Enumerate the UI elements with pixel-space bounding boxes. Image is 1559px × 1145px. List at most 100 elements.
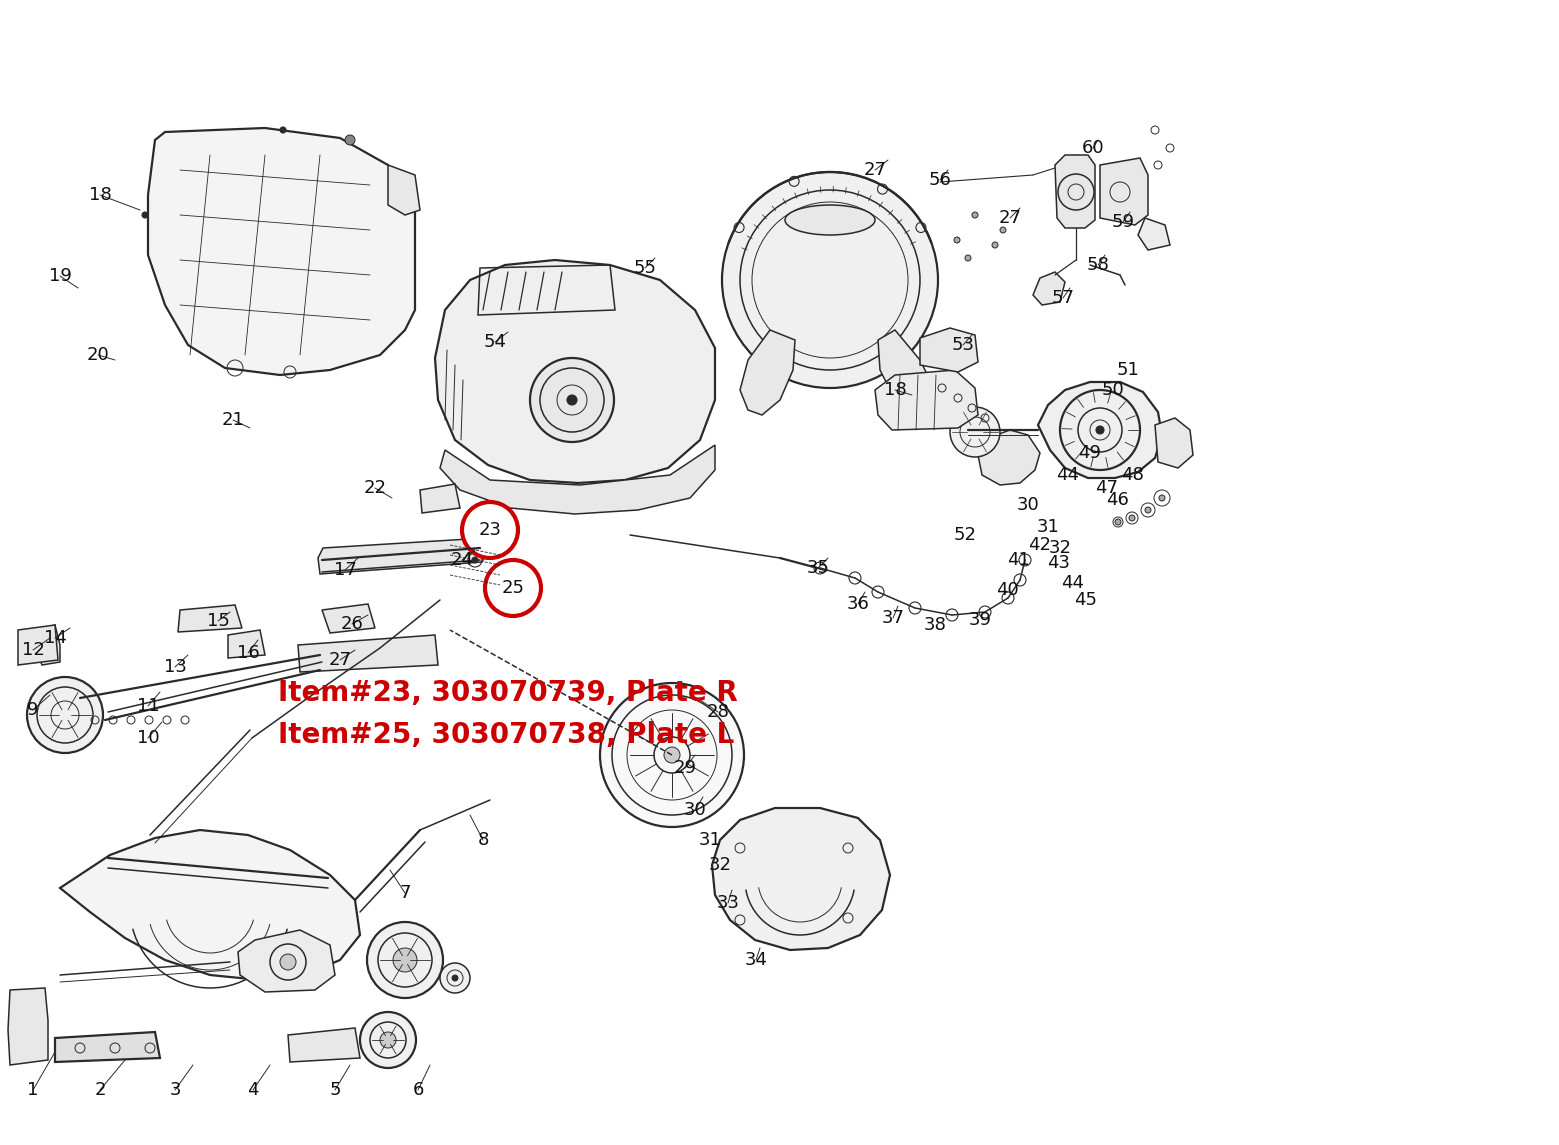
Polygon shape bbox=[239, 930, 335, 992]
Polygon shape bbox=[55, 1032, 161, 1063]
Circle shape bbox=[366, 922, 443, 998]
Text: 31: 31 bbox=[1037, 518, 1060, 536]
Polygon shape bbox=[34, 625, 59, 665]
Text: 41: 41 bbox=[1007, 551, 1029, 569]
Circle shape bbox=[965, 255, 971, 261]
Polygon shape bbox=[977, 431, 1040, 485]
Text: 48: 48 bbox=[1121, 466, 1144, 484]
Text: 23: 23 bbox=[479, 521, 502, 539]
Polygon shape bbox=[298, 635, 438, 672]
Text: 2: 2 bbox=[94, 1081, 106, 1099]
Text: 30: 30 bbox=[1016, 496, 1040, 514]
Circle shape bbox=[1129, 515, 1135, 521]
Circle shape bbox=[345, 135, 355, 145]
Circle shape bbox=[1096, 426, 1104, 434]
Text: 56: 56 bbox=[929, 171, 951, 189]
Text: 27: 27 bbox=[864, 161, 887, 179]
Polygon shape bbox=[440, 445, 716, 514]
Text: 44: 44 bbox=[1057, 466, 1079, 484]
Text: 11: 11 bbox=[137, 697, 159, 714]
Polygon shape bbox=[388, 165, 419, 215]
Text: 15: 15 bbox=[206, 611, 229, 630]
Circle shape bbox=[485, 560, 541, 616]
Text: 53: 53 bbox=[951, 335, 974, 354]
Polygon shape bbox=[1155, 418, 1193, 468]
Polygon shape bbox=[318, 538, 488, 574]
Text: 33: 33 bbox=[717, 894, 739, 913]
Polygon shape bbox=[19, 625, 58, 665]
Circle shape bbox=[380, 1032, 396, 1048]
Text: 9: 9 bbox=[27, 701, 39, 719]
Circle shape bbox=[142, 212, 148, 218]
Text: 22: 22 bbox=[363, 479, 387, 497]
Text: 37: 37 bbox=[881, 609, 904, 627]
Polygon shape bbox=[59, 830, 360, 980]
Polygon shape bbox=[1138, 218, 1169, 250]
Text: 32: 32 bbox=[1049, 539, 1071, 556]
Text: 10: 10 bbox=[137, 729, 159, 747]
Polygon shape bbox=[8, 988, 48, 1065]
Text: 12: 12 bbox=[22, 641, 45, 660]
Circle shape bbox=[949, 406, 999, 457]
Text: 30: 30 bbox=[684, 802, 706, 819]
Text: 21: 21 bbox=[221, 411, 245, 429]
Circle shape bbox=[664, 747, 680, 763]
Circle shape bbox=[1158, 495, 1165, 502]
Text: 18: 18 bbox=[89, 185, 111, 204]
Circle shape bbox=[472, 556, 479, 563]
Polygon shape bbox=[178, 605, 242, 632]
Text: Item#23, 303070739, Plate R: Item#23, 303070739, Plate R bbox=[278, 679, 737, 706]
Circle shape bbox=[999, 227, 1006, 232]
Polygon shape bbox=[875, 370, 977, 431]
Text: 16: 16 bbox=[237, 643, 259, 662]
Text: 17: 17 bbox=[334, 561, 357, 579]
Text: 1: 1 bbox=[28, 1081, 39, 1099]
Text: 25: 25 bbox=[502, 579, 524, 597]
Circle shape bbox=[722, 172, 939, 388]
Text: 57: 57 bbox=[1051, 289, 1074, 307]
Circle shape bbox=[281, 954, 296, 970]
Circle shape bbox=[393, 948, 416, 972]
Polygon shape bbox=[435, 260, 716, 483]
Polygon shape bbox=[1034, 273, 1065, 305]
Text: 32: 32 bbox=[708, 856, 731, 874]
Text: 3: 3 bbox=[170, 1081, 181, 1099]
Text: 40: 40 bbox=[996, 581, 1018, 599]
Text: 18: 18 bbox=[884, 381, 906, 398]
Text: 6: 6 bbox=[412, 1081, 424, 1099]
Circle shape bbox=[954, 237, 960, 243]
Circle shape bbox=[461, 502, 518, 558]
Text: 55: 55 bbox=[633, 259, 656, 277]
Polygon shape bbox=[323, 605, 376, 633]
Polygon shape bbox=[741, 330, 795, 414]
Text: 59: 59 bbox=[1112, 213, 1135, 231]
Text: 4: 4 bbox=[248, 1081, 259, 1099]
Polygon shape bbox=[920, 327, 977, 372]
Text: 14: 14 bbox=[44, 629, 67, 647]
Polygon shape bbox=[419, 484, 460, 513]
Polygon shape bbox=[288, 1028, 360, 1063]
Text: 44: 44 bbox=[1062, 574, 1085, 592]
Text: 38: 38 bbox=[923, 616, 946, 634]
Text: 29: 29 bbox=[673, 759, 697, 777]
Ellipse shape bbox=[786, 205, 875, 235]
Circle shape bbox=[530, 358, 614, 442]
Polygon shape bbox=[1055, 155, 1094, 228]
Text: 28: 28 bbox=[706, 703, 730, 721]
Circle shape bbox=[992, 242, 998, 248]
Polygon shape bbox=[1101, 158, 1147, 226]
Text: 20: 20 bbox=[87, 346, 109, 364]
Circle shape bbox=[971, 212, 977, 218]
Text: 24: 24 bbox=[451, 551, 474, 569]
Text: 51: 51 bbox=[1116, 361, 1140, 379]
Polygon shape bbox=[148, 128, 415, 376]
Circle shape bbox=[360, 1012, 416, 1068]
Text: 35: 35 bbox=[806, 559, 829, 577]
Text: 34: 34 bbox=[745, 951, 767, 969]
Text: 46: 46 bbox=[1107, 491, 1129, 510]
Text: 42: 42 bbox=[1029, 536, 1051, 554]
Text: 43: 43 bbox=[1048, 554, 1071, 572]
Circle shape bbox=[567, 395, 577, 405]
Text: 26: 26 bbox=[340, 615, 363, 633]
Text: 54: 54 bbox=[483, 333, 507, 352]
